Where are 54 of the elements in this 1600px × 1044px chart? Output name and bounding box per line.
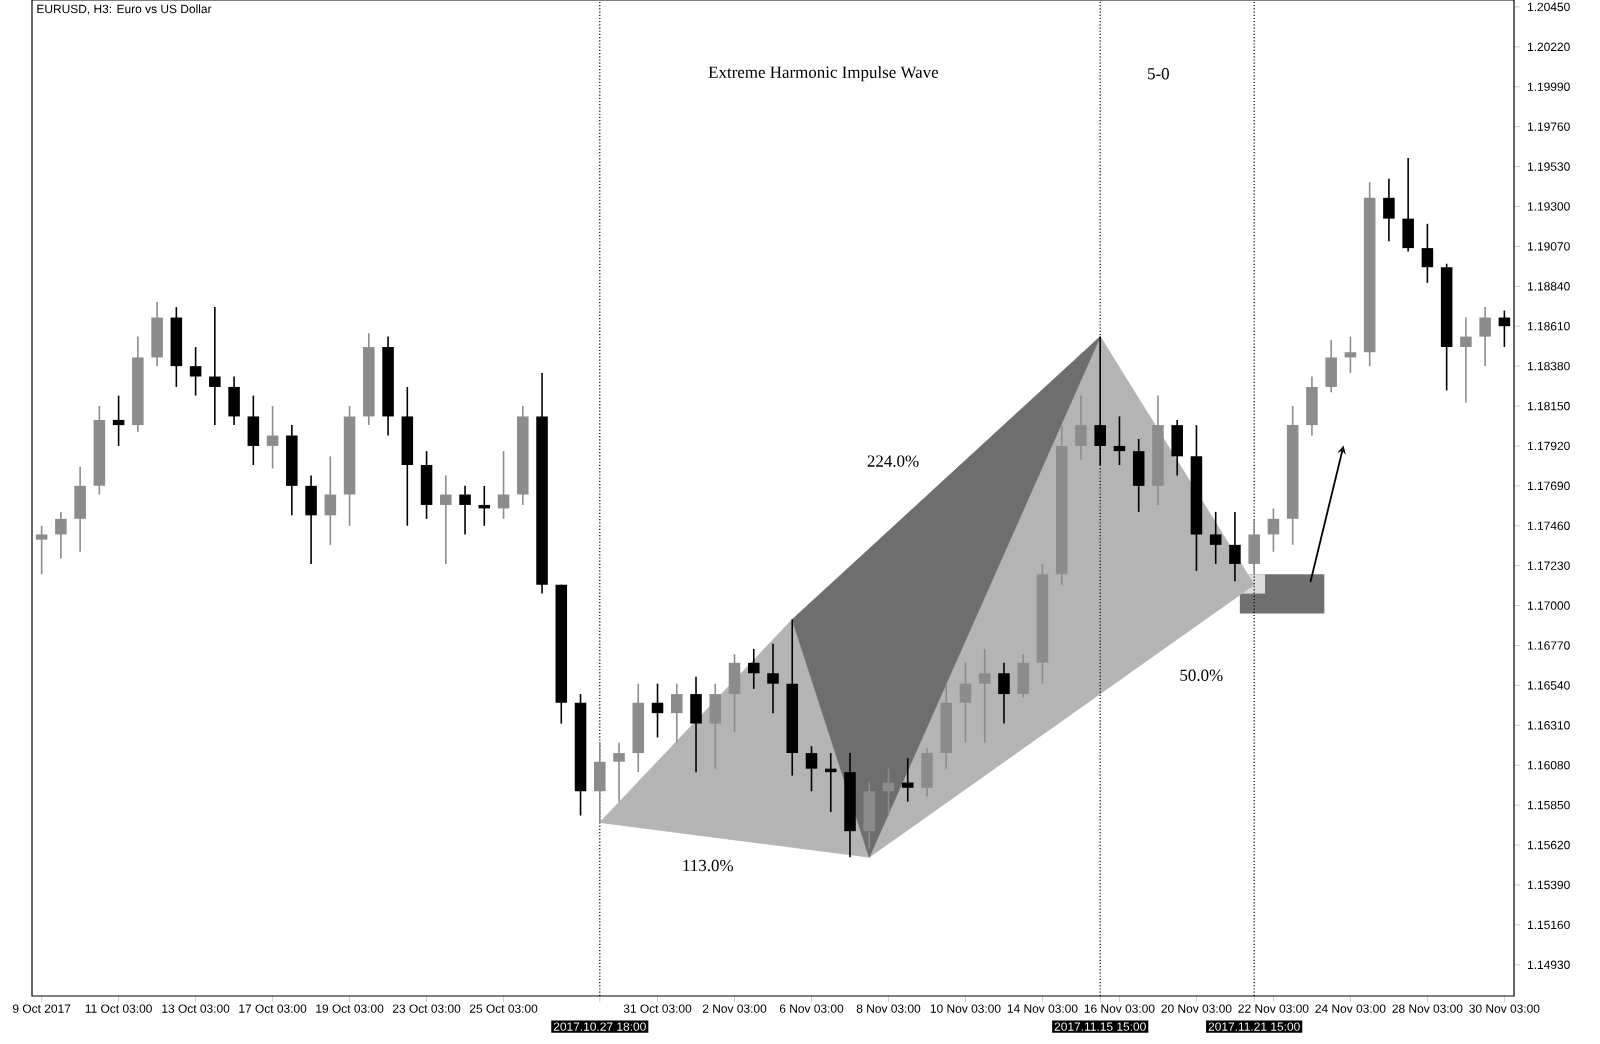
candlestick [709, 682, 722, 770]
candlestick [1171, 419, 1183, 477]
candlestick [112, 394, 125, 447]
candlestick [228, 375, 240, 426]
candlestick [266, 405, 279, 470]
candlestick [1229, 511, 1241, 583]
candlestick [824, 752, 837, 813]
candlestick [420, 450, 433, 520]
annotation: 5-0 [1148, 68, 1169, 80]
candlestick [1421, 223, 1434, 284]
candlestick [1383, 177, 1395, 242]
candlestick [1479, 306, 1491, 367]
candlestick [189, 346, 202, 397]
candlestick [459, 485, 471, 536]
candlestick [805, 745, 818, 793]
annotation: 113.0% [683, 859, 734, 872]
candlestick [35, 524, 48, 576]
annotation: 50.0% [1180, 669, 1223, 682]
candlestick [747, 648, 760, 690]
candlestick [440, 474, 452, 565]
candlestick [324, 455, 337, 546]
annotation: 224.0% [867, 455, 919, 467]
candlestick [959, 662, 972, 744]
candlestick [613, 741, 625, 803]
candlestick [767, 642, 779, 714]
candlestick [305, 474, 317, 565]
candlestick [728, 653, 741, 734]
candlestick [594, 741, 606, 824]
candlestick [671, 682, 683, 744]
candlestick [1460, 316, 1472, 404]
candlestick [1325, 339, 1337, 393]
candlestick [1075, 394, 1087, 461]
candlestick [1132, 438, 1145, 513]
candlestick [1209, 511, 1222, 565]
candlestick [209, 306, 221, 426]
candlestick [921, 747, 933, 798]
candlestick [901, 757, 914, 803]
candlestick [1267, 507, 1280, 553]
candlestick [1306, 375, 1318, 437]
candlestick [863, 781, 876, 850]
candlestick [151, 301, 163, 367]
candlestick [1344, 335, 1357, 374]
candlestick [1402, 157, 1414, 253]
candlestick [1017, 653, 1029, 699]
annotation: Extreme Harmonic Impulse Wave [708, 66, 939, 82]
candlestick [247, 394, 260, 466]
candlestick [651, 682, 664, 739]
candlestick [1113, 415, 1126, 466]
candlestick [1248, 518, 1260, 576]
candlestick [55, 511, 67, 560]
candlestick [74, 465, 86, 553]
candlestick [690, 675, 702, 773]
candlestick [998, 662, 1010, 725]
candlestick [978, 648, 991, 744]
